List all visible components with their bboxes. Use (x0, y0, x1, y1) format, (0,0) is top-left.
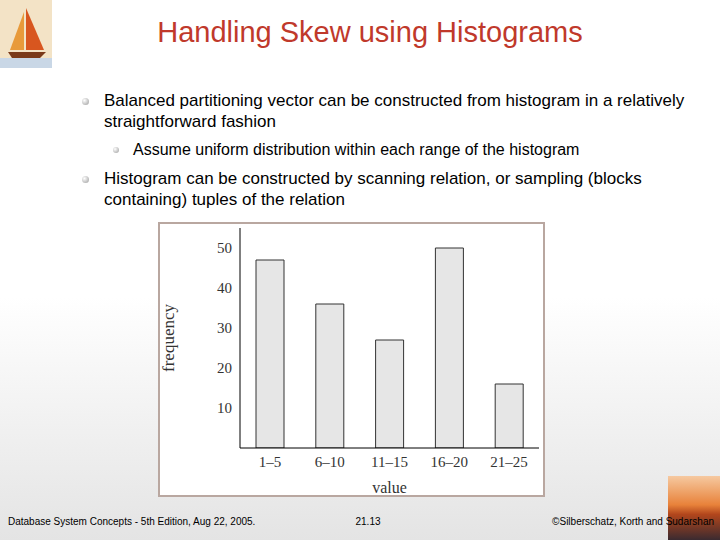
html-text:Histogram can be constructed b: Histogram can be constructed by scanning… (104, 169, 642, 209)
svg-text:value: value (372, 479, 407, 495)
svg-text:20: 20 (217, 360, 232, 376)
svg-text:6–10: 6–10 (315, 454, 345, 470)
html-text:Handling Skew using Histograms: Handling Skew using Histograms (157, 16, 583, 48)
svg-text:21–25: 21–25 (490, 454, 527, 470)
svg-text:10: 10 (217, 400, 232, 416)
svg-text:30: 30 (217, 320, 232, 336)
svg-text:40: 40 (217, 280, 232, 296)
svg-text:11–15: 11–15 (371, 454, 408, 470)
html-text:©Silberschatz, Korth and Sudar: ©Silberschatz, Korth and Sudarshan (552, 516, 714, 527)
html-text:Database System Concepts - 5th: Database System Concepts - 5th Edition, … (8, 516, 256, 527)
svg-text:50: 50 (217, 240, 232, 256)
svg-text:frequency: frequency (160, 304, 178, 372)
html-text:21.13: 21.13 (355, 516, 381, 527)
html-text:Assume uniform distribution wi: Assume uniform distribution within each … (133, 141, 580, 158)
html-text:Balanced partitioning vector c: Balanced partitioning vector can be cons… (104, 91, 685, 131)
svg-text:1–5: 1–5 (259, 454, 282, 470)
svg-text:16–20: 16–20 (431, 454, 469, 470)
